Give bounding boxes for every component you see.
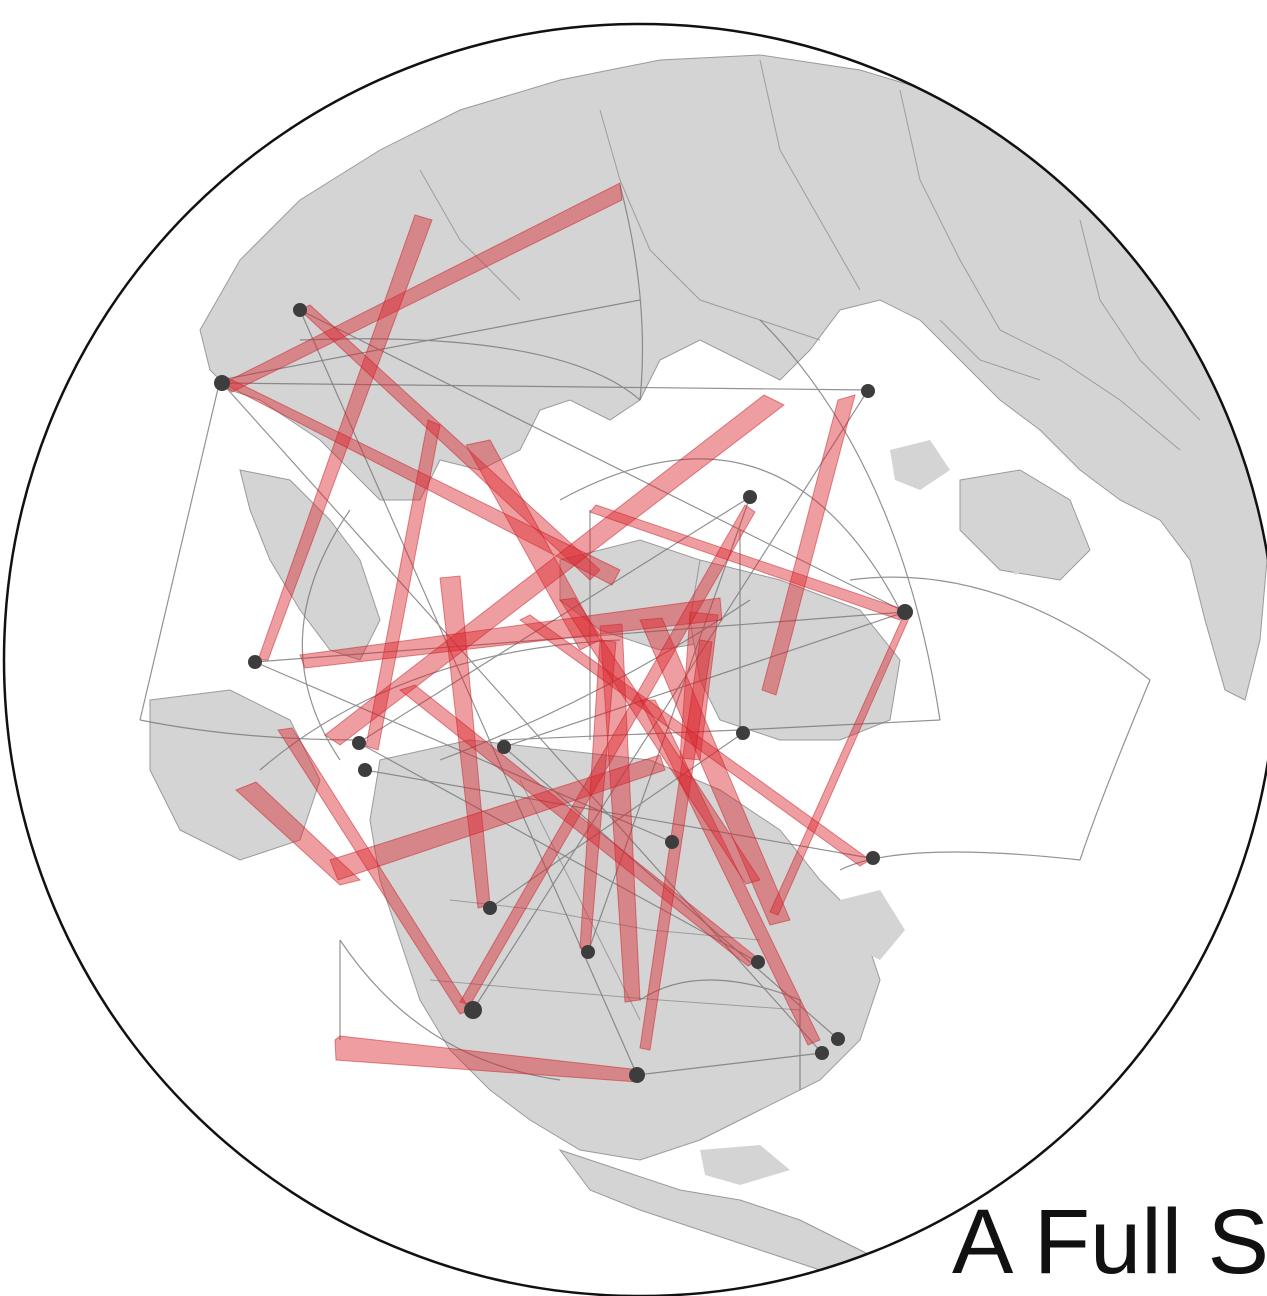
nodes bbox=[214, 303, 913, 1083]
node bbox=[629, 1067, 645, 1083]
country-borders bbox=[419, 59, 1201, 1021]
node bbox=[483, 901, 497, 915]
landmass-island-2 bbox=[1000, 530, 1045, 575]
landmass-island-east bbox=[959, 469, 1091, 581]
landmass-southeast-asia bbox=[239, 469, 381, 661]
landmass-north-america bbox=[369, 739, 881, 1161]
node bbox=[815, 1046, 829, 1060]
node bbox=[352, 736, 366, 750]
landmass-island-1 bbox=[890, 440, 950, 490]
landmass-island-4 bbox=[700, 1145, 790, 1185]
node bbox=[736, 726, 750, 740]
node bbox=[464, 1001, 482, 1019]
node bbox=[497, 740, 511, 754]
landmass-island-3 bbox=[840, 890, 905, 960]
node bbox=[581, 945, 595, 959]
node bbox=[293, 303, 307, 317]
node bbox=[897, 604, 913, 620]
node bbox=[751, 955, 765, 969]
landmass-west bbox=[149, 689, 321, 861]
caption-text: A Full S bbox=[952, 1191, 1267, 1293]
node bbox=[866, 851, 880, 865]
landmass-eurasia bbox=[199, 54, 1267, 701]
node bbox=[248, 655, 262, 669]
node bbox=[665, 835, 679, 849]
node bbox=[831, 1032, 845, 1046]
node bbox=[358, 763, 372, 777]
globe-outline bbox=[2, 22, 1267, 1296]
node bbox=[214, 375, 230, 391]
node bbox=[861, 384, 875, 398]
node bbox=[743, 490, 757, 504]
flow-bands bbox=[221, 182, 911, 1083]
